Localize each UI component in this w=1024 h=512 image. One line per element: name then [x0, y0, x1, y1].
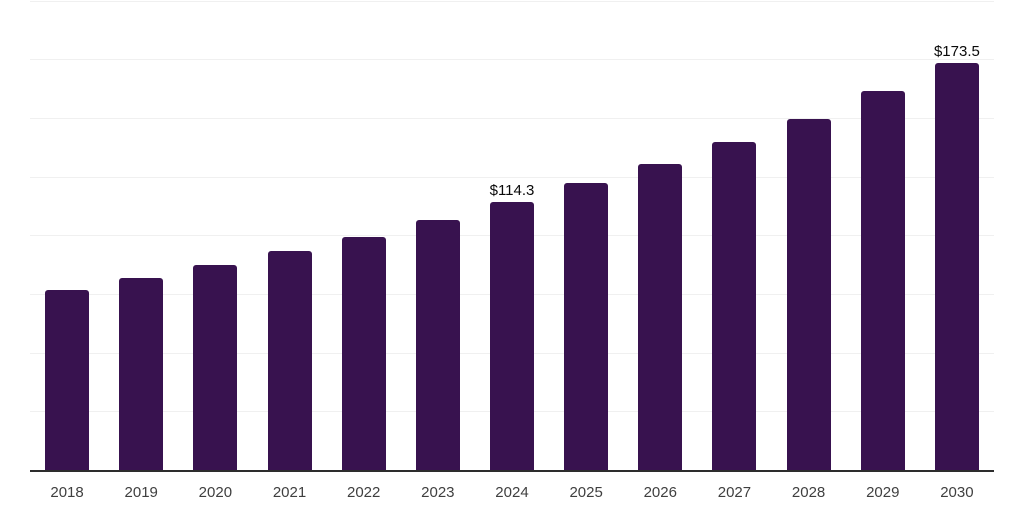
- bar-value-label-2024: $114.3: [489, 182, 535, 200]
- bar-2026: [638, 163, 683, 471]
- x-axis-line: [30, 469, 994, 472]
- x-tick-label-2024: 2024: [495, 484, 529, 501]
- x-tick-label-2022: 2022: [346, 484, 381, 501]
- bar-2030: [934, 63, 979, 471]
- bar-2023: [415, 220, 460, 471]
- bar-2029: [860, 90, 905, 471]
- x-tick-label-2019: 2019: [124, 484, 158, 501]
- bar-2027: [712, 142, 757, 471]
- x-tick-label-2021: 2021: [272, 484, 307, 501]
- x-tick-label-2025: 2025: [569, 484, 603, 501]
- x-tick-label-2020: 2020: [198, 484, 233, 501]
- bar-2024: [490, 202, 534, 471]
- x-tick-label-2028: 2028: [791, 484, 826, 501]
- bar-2021: [267, 251, 312, 471]
- x-tick-label-2029: 2029: [866, 484, 900, 501]
- gridline: [30, 117, 994, 119]
- bar-2028: [786, 118, 831, 471]
- bar-value-label-2030: $173.5: [933, 43, 980, 61]
- x-tick-label-2026: 2026: [643, 484, 677, 501]
- gridline: [30, 59, 994, 61]
- x-tick-label-2030: 2030: [940, 484, 974, 501]
- bar-2019: [119, 278, 164, 471]
- x-tick-label-2018: 2018: [50, 484, 84, 501]
- gridline: [30, 176, 994, 178]
- bar-2018: [45, 289, 90, 471]
- gridline: [30, 0, 994, 2]
- bar-2020: [193, 264, 238, 471]
- x-tick-label-2023: 2023: [421, 484, 455, 501]
- x-tick-label-2027: 2027: [717, 484, 752, 501]
- bar-2022: [341, 236, 386, 471]
- bar-2025: [564, 183, 609, 471]
